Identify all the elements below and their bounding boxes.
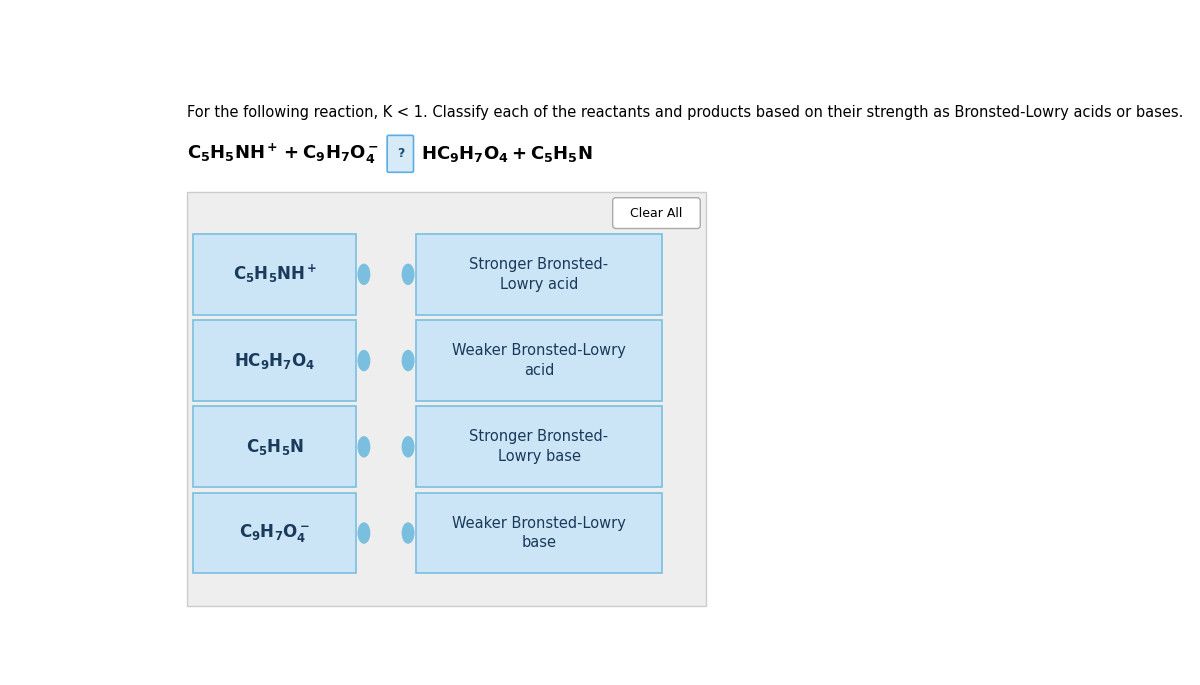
- FancyBboxPatch shape: [187, 192, 707, 606]
- Ellipse shape: [402, 523, 414, 543]
- Text: $\mathbf{HC_9H_7O_4}$: $\mathbf{HC_9H_7O_4}$: [234, 351, 316, 371]
- Text: $\mathbf{C_5H_5N}$: $\mathbf{C_5H_5N}$: [246, 437, 304, 457]
- FancyBboxPatch shape: [416, 234, 662, 314]
- Text: $\mathbf{HC_9H_7O_4 + C_5H_5N}$: $\mathbf{HC_9H_7O_4 + C_5H_5N}$: [421, 144, 593, 164]
- FancyBboxPatch shape: [193, 493, 356, 573]
- Text: $\mathbf{C_5H_5NH^+}$: $\mathbf{C_5H_5NH^+}$: [233, 263, 317, 286]
- FancyBboxPatch shape: [193, 320, 356, 401]
- Text: $\mathbf{C_9H_7O_4^-}$: $\mathbf{C_9H_7O_4^-}$: [239, 522, 310, 544]
- Ellipse shape: [358, 523, 370, 543]
- Ellipse shape: [358, 437, 370, 457]
- Text: For the following reaction, K < 1. Classify each of the reactants and products b: For the following reaction, K < 1. Class…: [187, 105, 1183, 121]
- Text: Stronger Bronsted-
Lowry base: Stronger Bronsted- Lowry base: [469, 429, 608, 464]
- Ellipse shape: [402, 437, 414, 457]
- Ellipse shape: [402, 351, 414, 371]
- Ellipse shape: [358, 351, 370, 371]
- Ellipse shape: [402, 264, 414, 284]
- Text: Weaker Bronsted-Lowry
acid: Weaker Bronsted-Lowry acid: [452, 343, 626, 378]
- FancyBboxPatch shape: [613, 198, 701, 229]
- Text: Clear All: Clear All: [630, 207, 683, 220]
- FancyBboxPatch shape: [416, 493, 662, 573]
- FancyBboxPatch shape: [416, 320, 662, 401]
- Text: $\mathbf{C_5H_5NH^+ + C_9H_7O_4^-}$: $\mathbf{C_5H_5NH^+ + C_9H_7O_4^-}$: [187, 142, 379, 166]
- FancyBboxPatch shape: [193, 406, 356, 487]
- Text: Stronger Bronsted-
Lowry acid: Stronger Bronsted- Lowry acid: [469, 257, 608, 292]
- Text: ?: ?: [397, 147, 404, 160]
- FancyBboxPatch shape: [416, 406, 662, 487]
- Text: Weaker Bronsted-Lowry
base: Weaker Bronsted-Lowry base: [452, 516, 626, 551]
- FancyBboxPatch shape: [388, 136, 414, 173]
- Ellipse shape: [358, 264, 370, 284]
- FancyBboxPatch shape: [193, 234, 356, 314]
